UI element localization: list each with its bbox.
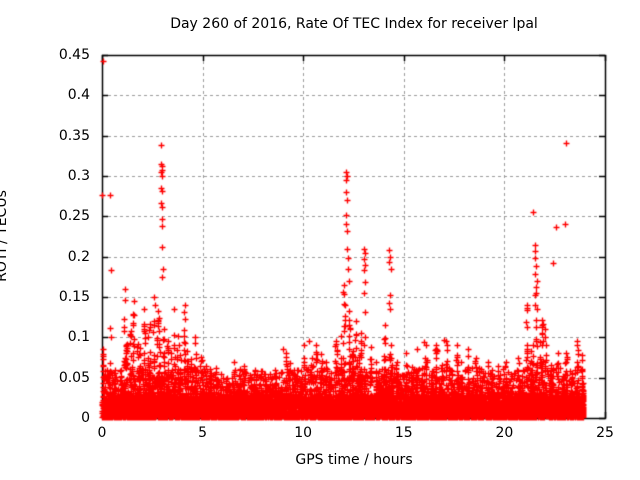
x-tick-label: 20 <box>495 425 514 441</box>
y-tick-label: 0.05 <box>58 369 90 386</box>
x-tick-label: 10 <box>294 425 313 441</box>
y-tick-label: 0 <box>81 410 90 426</box>
y-tick-label: 0.15 <box>58 289 90 305</box>
y-tick-label: 0.45 <box>58 47 90 63</box>
x-axis-label: GPS time / hours <box>295 452 413 468</box>
y-tick-label: 0.1 <box>67 329 90 346</box>
y-tick-label: 0.35 <box>58 127 90 144</box>
y-tick-label: 0.4 <box>67 87 90 104</box>
x-tick-label: 25 <box>596 425 614 441</box>
y-tick-label: 0.2 <box>67 248 90 265</box>
y-tick-label: 0.25 <box>58 208 90 225</box>
x-tick-label: 0 <box>97 425 107 441</box>
y-axis-label: ROTI / TECUs <box>0 190 10 282</box>
y-tick-label: 0.3 <box>67 168 90 184</box>
x-tick-label: 15 <box>394 425 413 441</box>
x-tick-label: 5 <box>198 425 208 441</box>
chart-title: Day 260 of 2016, Rate Of TEC Index for r… <box>170 16 538 32</box>
